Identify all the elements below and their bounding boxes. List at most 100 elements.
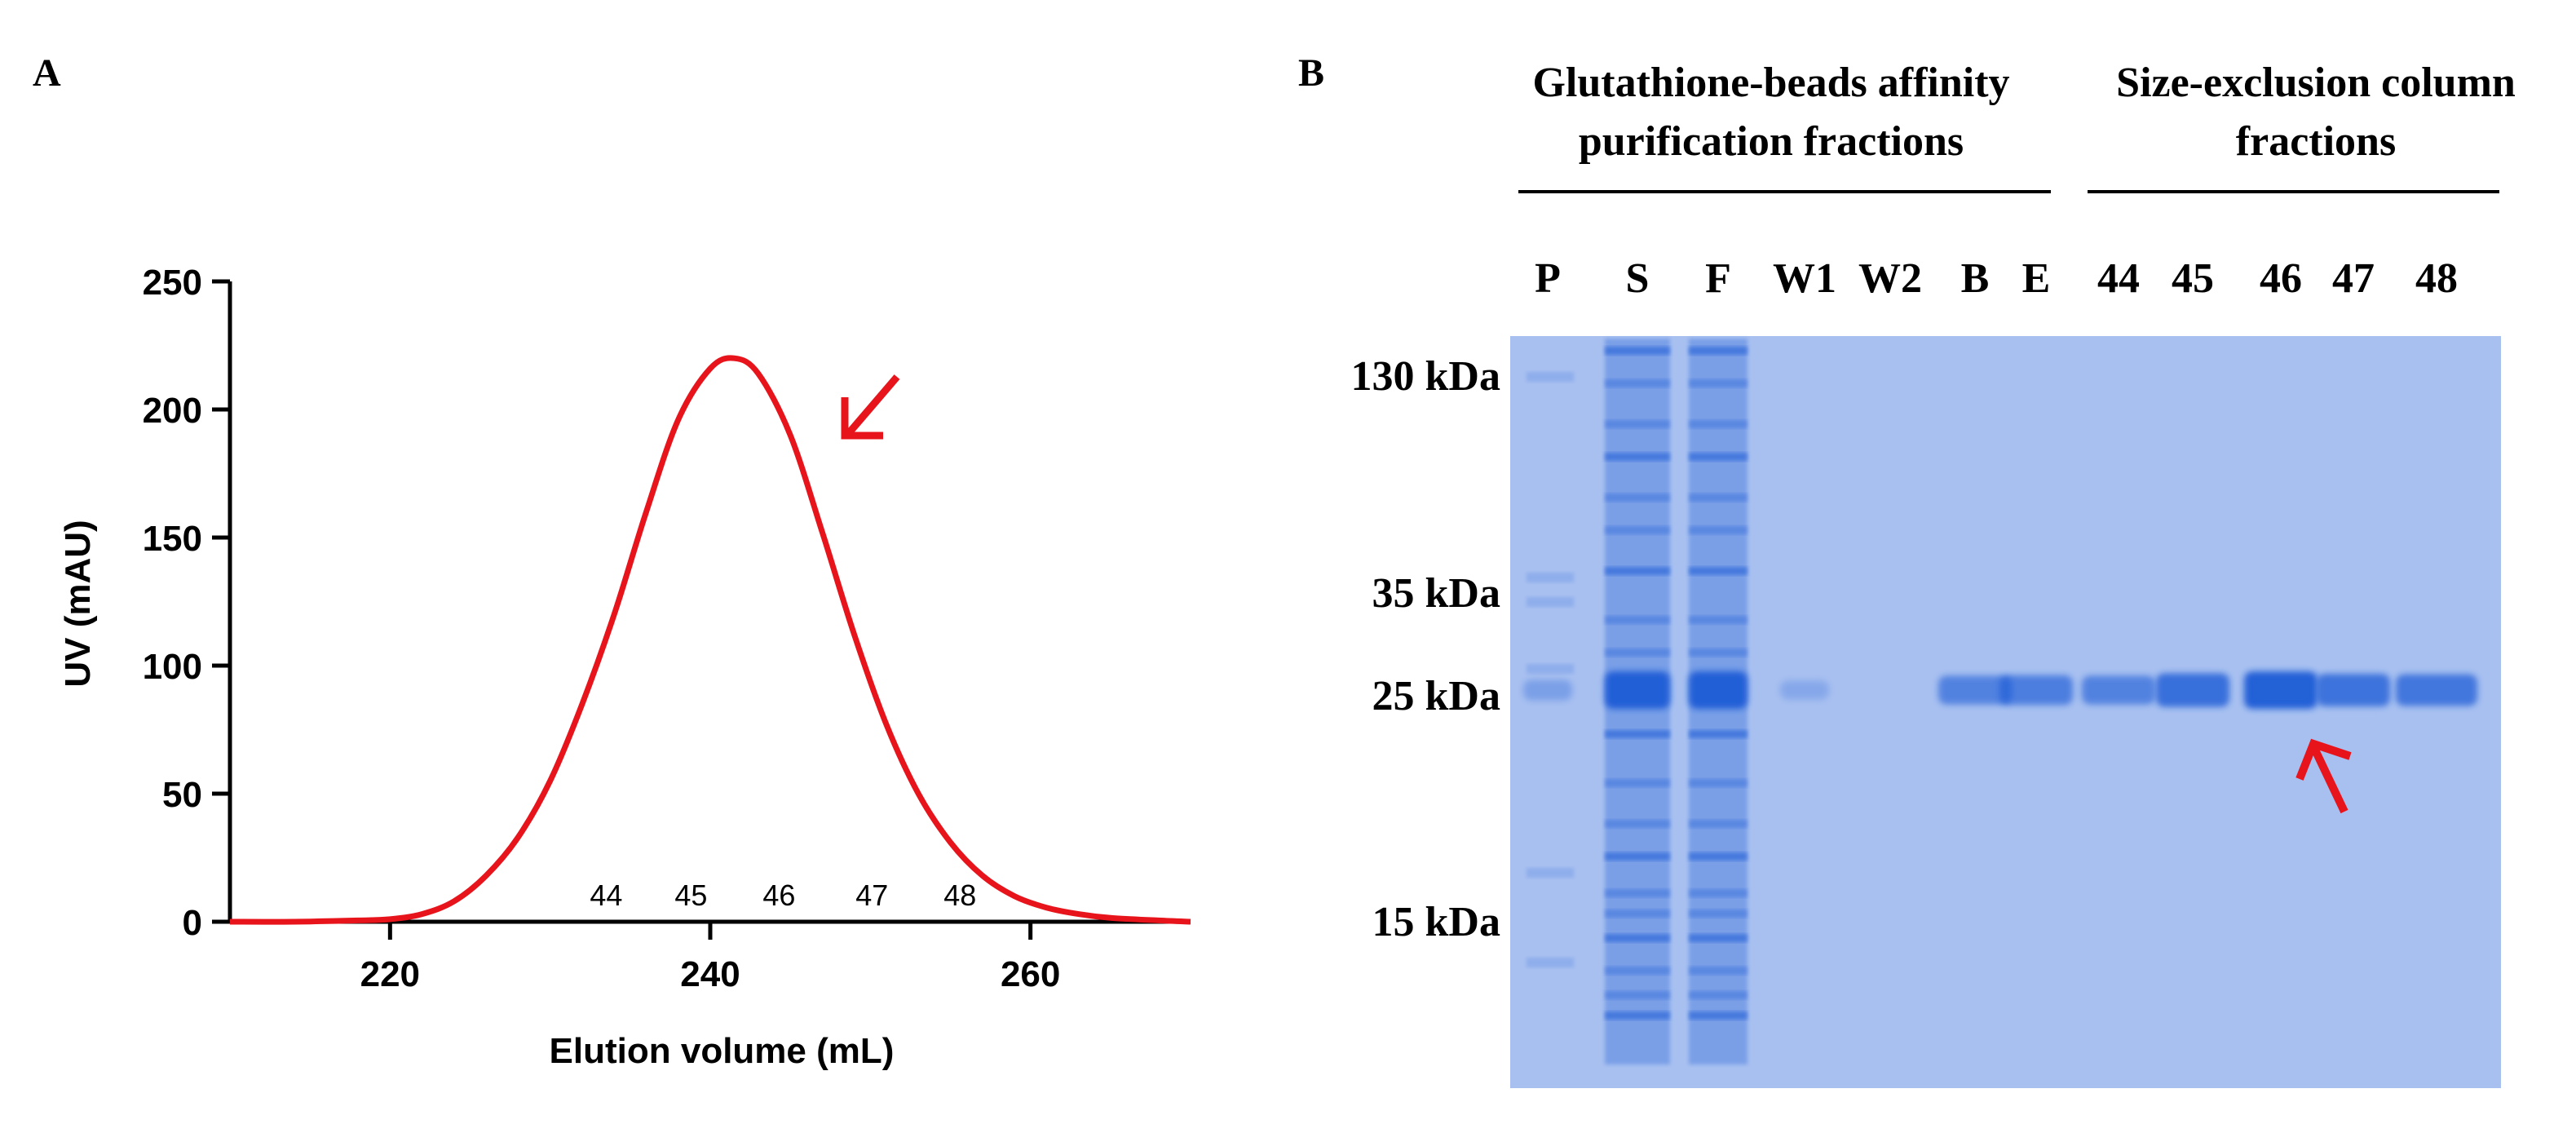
lysate-band (1605, 493, 1670, 502)
band-25kda (2317, 674, 2390, 706)
lysate-band (1605, 379, 1670, 387)
fraction-label: 47 (855, 879, 888, 912)
lysate-band (1689, 616, 1748, 624)
lysate-band (1689, 779, 1748, 787)
y-tick-label: 50 (162, 775, 202, 815)
fraction-labels: 44 45 46 47 48 (590, 879, 976, 912)
x-axis-label: Elution volume (mL) (550, 1031, 895, 1071)
y-axis: 0 50 100 150 200 250 (143, 263, 232, 943)
lysate-band (1689, 909, 1748, 918)
uv-trace-line (229, 355, 1191, 925)
lysate-band (1689, 526, 1748, 534)
lane-label: F (1705, 255, 1731, 302)
band-25kda (2156, 673, 2229, 707)
lysate-band (1689, 934, 1748, 942)
lysate-band (1605, 1011, 1670, 1020)
lysate-band (1605, 616, 1670, 624)
lysate-band (1689, 420, 1748, 428)
x-axis: 220 240 260 (230, 919, 1191, 994)
lysate-band (1689, 347, 1748, 355)
lysate-band (1689, 493, 1748, 502)
band-25kda (1938, 675, 2012, 705)
lysate-band (1605, 934, 1670, 942)
lane-label: W1 (1773, 255, 1836, 302)
lysate-band (1605, 420, 1670, 428)
group-affinity-line2: purification fractions (1579, 118, 1964, 165)
lane-labels: P S F W1 W2 B E 44 45 46 47 48 (1535, 255, 2458, 302)
lysate-band (1689, 991, 1748, 999)
lysate-band (1605, 730, 1670, 738)
band-25kda (1689, 671, 1748, 709)
fraction-label: 48 (943, 879, 976, 912)
lysate-band (1605, 567, 1670, 575)
x-tick-label: 240 (680, 954, 740, 994)
lysate-band (1689, 730, 1748, 738)
lysate-band (1605, 453, 1670, 461)
lane-label: W2 (1858, 255, 1922, 302)
marker-label: 15 kDa (1372, 899, 1500, 945)
y-tick-label: 0 (183, 903, 202, 943)
lysate-band (1689, 567, 1748, 575)
x-tick-label: 220 (360, 954, 420, 994)
y-tick-label: 100 (143, 647, 202, 687)
y-tick-label: 250 (143, 263, 202, 303)
lysate-band (1605, 526, 1670, 534)
lysate-band (1605, 779, 1670, 787)
lane-label: 47 (2332, 255, 2375, 302)
lane-label: 48 (2415, 255, 2458, 302)
y-axis-label: UV (mAU) (58, 520, 98, 687)
lysate-band (1605, 909, 1670, 918)
lysate-band (1689, 852, 1748, 861)
lane-label: 46 (2260, 255, 2302, 302)
lysate-band (1605, 820, 1670, 828)
marker-labels: 130 kDa 35 kDa 25 kDa 15 kDa (1351, 353, 1500, 945)
sds-page-gel: Glutathione-beads affinity purification … (1351, 60, 2516, 1088)
marker-label: 130 kDa (1351, 353, 1500, 400)
lane-label: P (1535, 255, 1561, 302)
lysate-band (1689, 820, 1748, 828)
peak-arrow-icon (841, 374, 900, 440)
lane-label: E (2022, 255, 2051, 302)
lysate-band (1605, 648, 1670, 657)
lysate-band (1605, 967, 1670, 975)
marker-label: 25 kDa (1372, 673, 1500, 719)
band-arrow-icon (2295, 738, 2352, 814)
lysate-band (1689, 648, 1748, 657)
gel-background (1510, 336, 2501, 1088)
lane-label: S (1626, 255, 1650, 302)
fraction-label: 46 (762, 879, 795, 912)
gel-bands (1523, 671, 2477, 709)
band-25kda (1523, 679, 1572, 701)
lane-label: 45 (2172, 255, 2214, 302)
fraction-label: 45 (674, 879, 707, 912)
group-sec-line2: fractions (2236, 118, 2396, 165)
lysate-band (1605, 889, 1670, 897)
panel-b-label: B (1298, 51, 1325, 95)
band-25kda (2396, 674, 2477, 706)
lysate-band (1689, 967, 1748, 975)
lane-label: B (1961, 255, 1990, 302)
fraction-label: 44 (590, 879, 622, 912)
ladder-band (1527, 664, 1574, 674)
x-tick-label: 260 (1001, 954, 1060, 994)
ladder-band (1527, 597, 1574, 607)
lysate-band (1689, 889, 1748, 897)
ladder-band (1527, 868, 1574, 878)
band-25kda (1605, 671, 1670, 709)
ladder-band (1527, 573, 1574, 582)
band-25kda (2082, 675, 2155, 705)
band-25kda (2244, 671, 2318, 709)
lysate-band (1689, 379, 1748, 387)
panel-a-label: A (33, 51, 61, 95)
lane-label: 44 (2097, 255, 2140, 302)
lysate-band (1689, 453, 1748, 461)
marker-label: 35 kDa (1372, 570, 1500, 617)
lysate-band (1689, 1011, 1748, 1020)
y-tick-label: 200 (143, 391, 202, 431)
y-tick-label: 150 (143, 519, 202, 559)
lysate-band (1605, 347, 1670, 355)
band-25kda (1999, 675, 2073, 706)
group-sec-line1: Size-exclusion column (2116, 60, 2516, 106)
ladder-band (1527, 958, 1574, 967)
